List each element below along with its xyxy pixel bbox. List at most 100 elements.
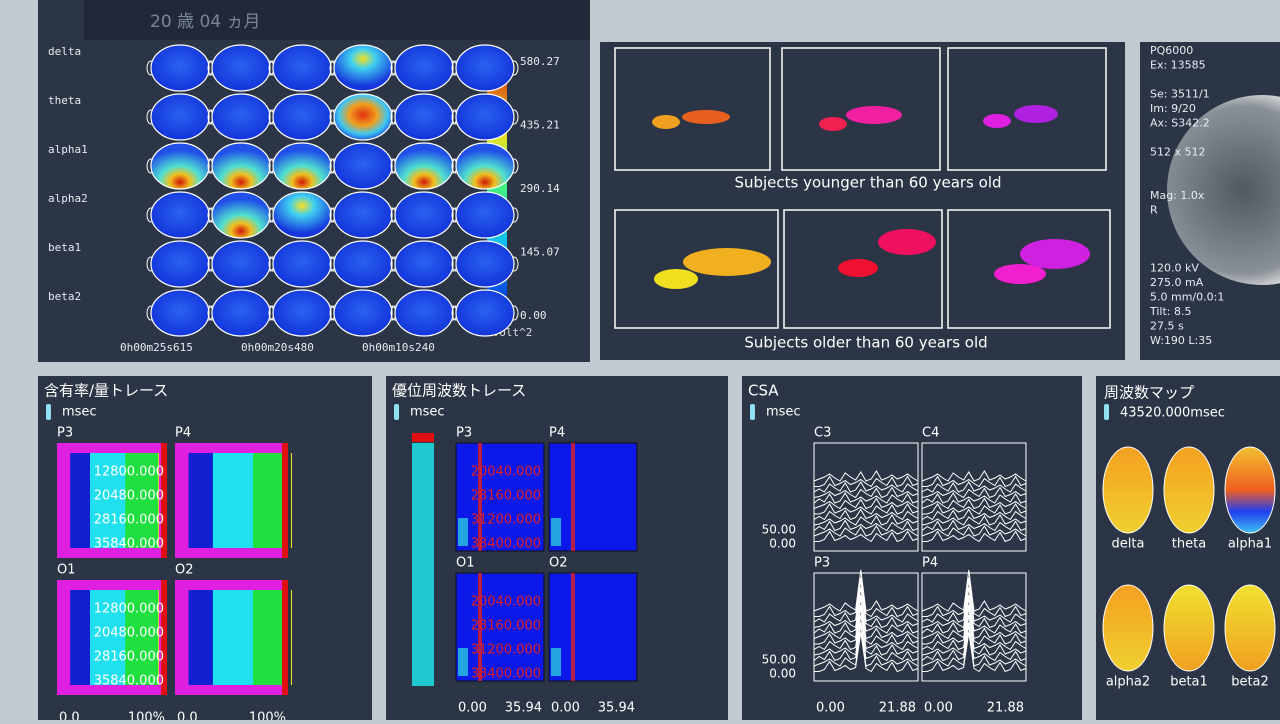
heatmap-band (158, 590, 159, 685)
dipole (878, 229, 936, 255)
channel-label: C4 (922, 426, 939, 441)
topomap (333, 289, 393, 337)
time-label: 0h00m20s480 (241, 341, 314, 354)
head-map (1102, 446, 1154, 534)
row-label: 28160.000 (471, 619, 541, 634)
band-label: alpha1 (48, 143, 88, 156)
dipole (1020, 239, 1090, 269)
time-label: 0h00m10s240 (362, 341, 435, 354)
colorbar-tick: 290.14 (520, 182, 560, 195)
row-label: 28160.000 (94, 513, 164, 528)
dipole (652, 115, 680, 129)
ct-info: 512 x 512 (1150, 146, 1206, 159)
heatmap-band (290, 453, 292, 548)
heatmap-band (161, 580, 167, 695)
topomap (394, 191, 454, 239)
topomap (394, 93, 454, 141)
marker (1104, 404, 1109, 420)
topomap (272, 191, 332, 239)
topomap (150, 44, 210, 92)
row-label: 35840.000 (94, 674, 164, 689)
row-label: 20480.000 (94, 489, 164, 504)
heatmap (548, 442, 638, 552)
topomap (272, 93, 332, 141)
band-label: delta (48, 45, 81, 58)
heatmap-band (161, 443, 167, 558)
channel-label: P3 (57, 426, 73, 441)
axis-label: 0.00 (551, 701, 580, 716)
dipole (683, 248, 771, 276)
topomap (455, 44, 515, 92)
channel-label: O2 (175, 563, 194, 578)
topomap (394, 289, 454, 337)
ct-info: 27.5 s (1150, 320, 1184, 333)
topomap (272, 44, 332, 92)
topomap (333, 44, 393, 92)
colorbar (412, 443, 434, 686)
head-map (1163, 446, 1215, 534)
axis-label: 35.94 (505, 701, 542, 716)
channel-label: P3 (814, 556, 830, 571)
axis-label: 0.00 (458, 701, 487, 716)
dipole (1014, 105, 1058, 123)
csa-trace (921, 470, 1027, 543)
heatmap-band (125, 453, 159, 548)
heatmap (455, 572, 545, 682)
row-label: 31200.000 (471, 513, 541, 528)
topomap (272, 289, 332, 337)
dipole (846, 106, 902, 124)
row-label: 28160.000 (94, 650, 164, 665)
channel-label: C3 (814, 426, 831, 441)
axis-label: 0.0 (177, 711, 198, 721)
row-label: 12800.000 (94, 465, 164, 480)
band-label: theta (1172, 537, 1206, 552)
ct-info: 5.0 mm/0.0:1 (1150, 291, 1224, 304)
time-label: 0h00m25s615 (120, 341, 193, 354)
trace (571, 443, 575, 551)
topomap (150, 289, 210, 337)
axis-label: 0.00 (769, 537, 796, 551)
colorbar-tick: 145.07 (520, 246, 560, 259)
trace (571, 573, 575, 681)
ct-image (1167, 95, 1280, 285)
caption: Subjects younger than 60 years old (734, 174, 1001, 192)
plot-box (614, 209, 779, 329)
band-label: beta2 (48, 290, 81, 303)
ct-info: Mag: 1.0x (1150, 189, 1205, 202)
head-map (1224, 446, 1276, 534)
axis-label: 0.00 (816, 701, 845, 716)
topomap (394, 142, 454, 190)
heatmap-band (282, 443, 288, 558)
channel-label: O2 (549, 556, 568, 571)
dipole (654, 269, 698, 289)
topomap (272, 142, 332, 190)
head-map (1163, 584, 1215, 672)
heatmap-band (158, 453, 159, 548)
channel-label: P4 (549, 426, 565, 441)
trace (458, 518, 468, 546)
band-label: alpha1 (1228, 537, 1272, 552)
axis-label: 35.94 (598, 701, 635, 716)
ct-info: Ax: S342.2 (1150, 117, 1210, 130)
trace (478, 573, 482, 681)
csa-trace (813, 569, 919, 673)
channel-label: P4 (922, 556, 938, 571)
plot-box (783, 209, 943, 329)
band-label: theta (48, 94, 81, 107)
marker (394, 404, 399, 420)
band-label: beta1 (1170, 675, 1208, 690)
band-label: beta1 (48, 241, 81, 254)
panel-title: 含有率/量トレース (44, 382, 168, 400)
ct-info: 275.0 mA (1150, 276, 1204, 289)
dipole (838, 259, 878, 277)
head-map (1224, 584, 1276, 672)
topomap (150, 240, 210, 288)
topomap (455, 93, 515, 141)
band-label: alpha2 (1106, 675, 1150, 690)
ct-info: Ex: 13585 (1150, 59, 1206, 72)
dipole (682, 110, 730, 124)
plot-box (947, 47, 1107, 171)
row-label: 38400.000 (471, 667, 541, 682)
row-label: 35840.000 (94, 537, 164, 552)
